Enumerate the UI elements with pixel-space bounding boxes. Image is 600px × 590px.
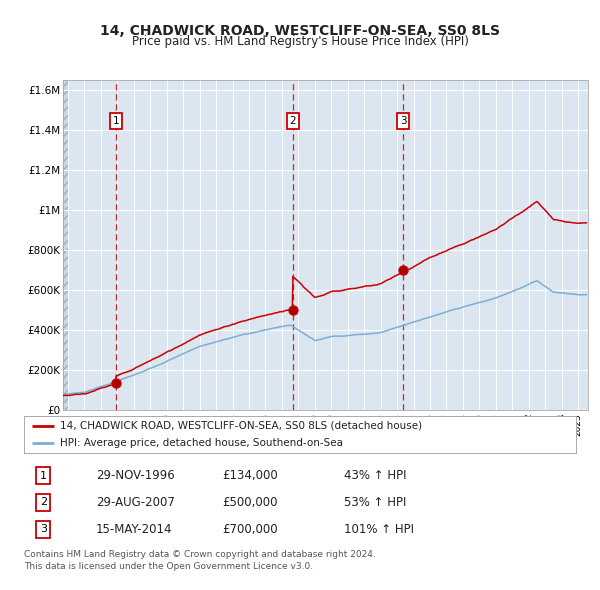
Text: 15-MAY-2014: 15-MAY-2014 [96,523,172,536]
Text: 3: 3 [40,524,47,534]
Text: 1: 1 [113,116,119,126]
Text: 14, CHADWICK ROAD, WESTCLIFF-ON-SEA, SS0 8LS (detached house): 14, CHADWICK ROAD, WESTCLIFF-ON-SEA, SS0… [60,421,422,431]
Text: Price paid vs. HM Land Registry's House Price Index (HPI): Price paid vs. HM Land Registry's House … [131,35,469,48]
Text: 14, CHADWICK ROAD, WESTCLIFF-ON-SEA, SS0 8LS: 14, CHADWICK ROAD, WESTCLIFF-ON-SEA, SS0… [100,24,500,38]
Text: £134,000: £134,000 [223,470,278,483]
Text: 53% ↑ HPI: 53% ↑ HPI [344,496,407,509]
Text: Contains HM Land Registry data © Crown copyright and database right 2024.
This d: Contains HM Land Registry data © Crown c… [24,550,376,571]
Text: £500,000: £500,000 [223,496,278,509]
Text: 1: 1 [40,471,47,481]
Text: HPI: Average price, detached house, Southend-on-Sea: HPI: Average price, detached house, Sout… [60,438,343,448]
Text: 2: 2 [40,497,47,507]
Text: 3: 3 [400,116,406,126]
Text: 101% ↑ HPI: 101% ↑ HPI [344,523,414,536]
Text: 2: 2 [289,116,296,126]
Text: £700,000: £700,000 [223,523,278,536]
Text: 43% ↑ HPI: 43% ↑ HPI [344,470,407,483]
Text: 29-NOV-1996: 29-NOV-1996 [96,470,175,483]
Text: 29-AUG-2007: 29-AUG-2007 [96,496,175,509]
